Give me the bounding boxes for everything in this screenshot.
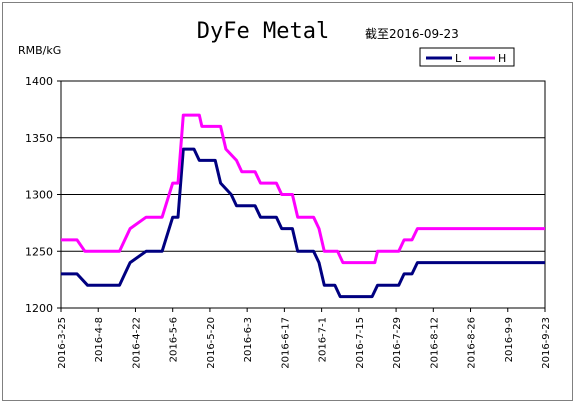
- x-tick-label: 2016-8-26: [467, 317, 478, 369]
- y-tick-label: 1250: [25, 245, 53, 258]
- plot-area: [60, 80, 546, 309]
- series-line-l: [61, 147, 545, 299]
- y-axis-ticks: 1200 1250 1300 1350 1400: [25, 75, 61, 315]
- x-tick-label: 2016-7-29: [392, 317, 403, 369]
- chart-title: DyFe Metal: [197, 19, 329, 44]
- chart-subtitle: 截至2016-09-23: [365, 27, 459, 41]
- x-tick-label: 2016-4-8: [94, 317, 105, 362]
- y-tick-label: 1400: [25, 75, 53, 88]
- y-tick-label: 1300: [25, 189, 53, 202]
- x-tick-label: 2016-7-15: [355, 317, 366, 369]
- x-tick-label: 2016-4-22: [131, 317, 142, 369]
- x-tick-label: 2016-8-12: [429, 317, 440, 369]
- y-tick-label: 1200: [25, 302, 53, 315]
- series-line-h: [61, 113, 545, 265]
- series-lines: [61, 113, 545, 299]
- x-tick-label: 2016-9-23: [541, 317, 552, 369]
- x-tick-label: 2016-3-25: [57, 317, 68, 369]
- y-axis-label: RMB/kG: [18, 44, 61, 57]
- x-tick-label: 2016-6-17: [280, 317, 291, 369]
- legend-label-h: H: [498, 52, 506, 65]
- x-tick-label: 2016-9-9: [504, 317, 515, 362]
- y-tick-label: 1350: [25, 132, 53, 145]
- legend-label-l: L: [455, 52, 462, 65]
- x-tick-label: 2016-6-3: [243, 317, 254, 362]
- x-tick-label: 2016-5-20: [206, 317, 217, 369]
- x-tick-label: 2016-5-6: [169, 317, 180, 362]
- x-tick-label: 2016-7-1: [318, 317, 329, 362]
- legend-box: [419, 47, 515, 67]
- legend: L H: [419, 47, 515, 67]
- x-axis-ticks: 2016-3-25 2016-4-8 2016-4-22 2016-5-6 2016-5…: [57, 308, 552, 369]
